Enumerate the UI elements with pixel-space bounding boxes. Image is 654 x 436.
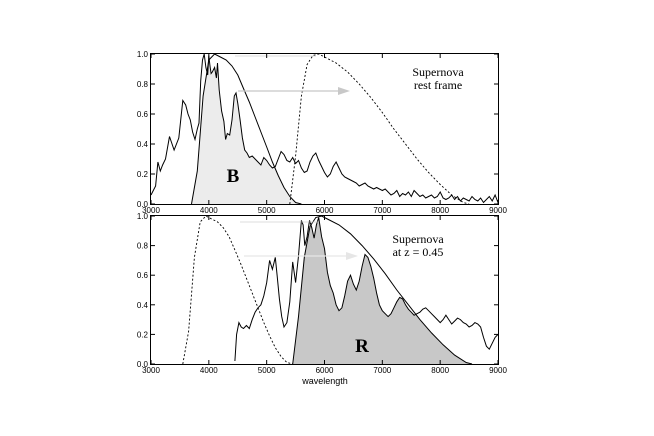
bottom-annotation-line-1: Supernova [392, 232, 444, 246]
y-tick-label: 0.4 [137, 301, 149, 310]
b-filter-curve [191, 53, 302, 205]
top-x-ticks: 3000 4000 5000 6000 7000 8000 9000 [142, 54, 507, 215]
y-tick-label: 0.4 [137, 140, 149, 149]
y-tick-label: 0.0 [137, 200, 149, 209]
bottom-annotation-line-2: at z = 0.45 [393, 245, 444, 259]
y-tick-label: 0.8 [137, 80, 149, 89]
top-y-ticks: 0.0 0.2 0.4 0.6 0.8 1.0 [137, 50, 498, 209]
y-tick-label: 1.0 [137, 50, 149, 59]
y-tick-label: 1.0 [137, 212, 149, 221]
x-tick-label: 6000 [316, 366, 334, 375]
y-tick-label: 0.8 [137, 242, 149, 251]
x-axis-label: wavelength [301, 376, 348, 386]
x-tick-label: 3000 [142, 366, 160, 375]
x-tick-label: 6000 [316, 206, 334, 215]
x-tick-label: 9000 [489, 366, 507, 375]
x-tick-label: 5000 [258, 366, 276, 375]
redshift-arrow [238, 87, 350, 95]
top-annotation-line-1: Supernova [412, 65, 464, 79]
bottom-panel: 3000 4000 5000 6000 7000 8000 9000 0.00.20.40.… [137, 212, 508, 386]
y-tick-label: 0.2 [137, 330, 149, 339]
y-tick-label: 0.2 [137, 170, 149, 179]
x-tick-label: 8000 [431, 366, 449, 375]
b-filter-shaded-area [191, 60, 302, 204]
x-tick-label: 7000 [373, 206, 391, 215]
x-tick-label: 4000 [200, 206, 218, 215]
redshift-arrow-head [346, 252, 358, 260]
rest-frame-spectrum [150, 53, 499, 204]
redshift-arrow-head [338, 87, 350, 95]
bottom-axes-frame [150, 215, 499, 365]
bottom-x-ticks: 3000 4000 5000 6000 7000 8000 9000 [142, 216, 507, 375]
x-tick-label: 7000 [373, 366, 391, 375]
redshift-arrow [244, 252, 358, 260]
redshifted-filter-curve [289, 53, 470, 205]
x-tick-label: 3000 [142, 206, 160, 215]
bottom-y-ticks: 0.0 0.2 0.4 0.6 0.8 1.0 [137, 212, 498, 369]
y-tick-label: 0.0 [137, 360, 149, 369]
x-tick-label: 8000 [431, 206, 449, 215]
rest-frame-b-filter-curve [182, 215, 293, 365]
redshifted-spectrum [234, 217, 499, 362]
y-tick-label: 0.6 [137, 110, 149, 119]
x-tick-label: 9000 [489, 206, 507, 215]
x-tick-label: 5000 [258, 206, 276, 215]
top-annotation-line-2: rest frame [414, 78, 462, 92]
y-tick-label: 0.6 [137, 271, 149, 280]
r-band-label: R [355, 336, 369, 357]
r-filter-shaded-area [292, 219, 472, 364]
top-axes-frame [150, 53, 499, 205]
x-tick-label: 4000 [200, 366, 218, 375]
b-band-label: B [227, 166, 240, 187]
top-panel: 3000 4000 5000 6000 7000 8000 9000 0.00.20.40.… [137, 50, 508, 215]
